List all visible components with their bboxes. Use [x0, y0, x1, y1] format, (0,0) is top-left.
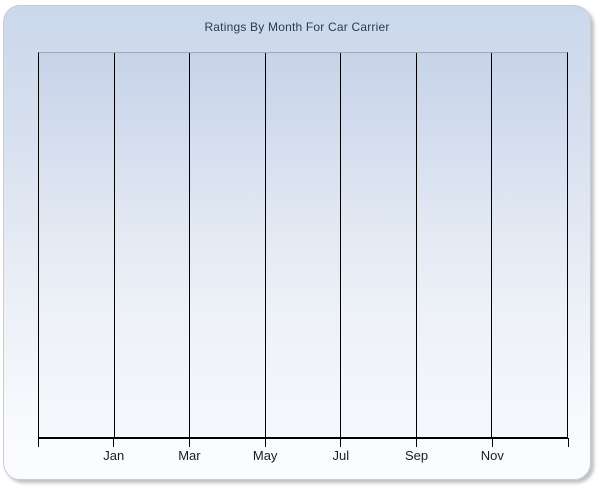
- x-axis-tick: [567, 438, 569, 447]
- vertical-gridline: [340, 53, 342, 437]
- x-axis-label: Jul: [332, 448, 350, 463]
- x-axis-label: Mar: [178, 448, 201, 463]
- x-axis-label: Sep: [404, 448, 429, 463]
- vertical-gridline: [189, 53, 191, 437]
- x-axis-tick-row: [37, 438, 569, 447]
- vertical-gridline: [491, 53, 493, 437]
- x-axis-label-row: Jan Mar May Jul Sep Nov: [38, 448, 568, 464]
- chart-title: Ratings By Month For Car Carrier: [204, 20, 390, 34]
- x-axis-label: Jan: [103, 448, 125, 463]
- x-axis-tick: [340, 438, 342, 447]
- x-axis-tick: [113, 438, 115, 447]
- x-axis-tick: [188, 438, 190, 447]
- vertical-gridline: [264, 53, 266, 437]
- chart-panel: Ratings By Month For Car Carrier Jan Mar M…: [3, 5, 591, 480]
- x-axis-tick: [37, 438, 39, 447]
- x-axis-tick: [416, 438, 418, 447]
- plot-area: [38, 52, 568, 439]
- x-axis-tick: [264, 438, 266, 447]
- vertical-gridline: [113, 53, 115, 437]
- x-axis-tick: [491, 438, 493, 447]
- x-axis-label: May: [252, 448, 278, 463]
- x-axis-label: Nov: [480, 448, 504, 463]
- vertical-gridline: [415, 53, 417, 437]
